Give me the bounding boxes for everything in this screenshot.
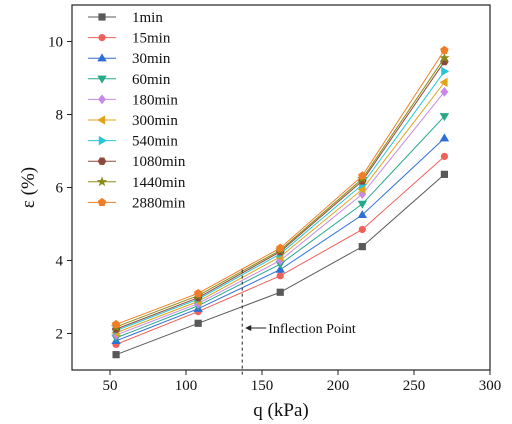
legend-label: 300min	[132, 113, 178, 129]
x-tick-label: 50	[103, 378, 118, 394]
plot-area: 50 100 150 200 250 300 2 4 6 8 10 Inflection Point 1…	[48, 4, 502, 394]
legend-label: 60min	[132, 72, 171, 88]
legend-marker	[98, 13, 106, 21]
legend-marker	[97, 115, 106, 125]
y-tick-label: 8	[56, 108, 64, 124]
legend-marker	[96, 176, 108, 187]
legend-item: 540min	[88, 134, 178, 150]
data-point	[439, 113, 450, 122]
y-tick-label: 4	[56, 254, 64, 270]
annotation-label: Inflection Point	[268, 322, 356, 337]
legend-label: 1080min	[132, 154, 186, 170]
legend-label: 180min	[132, 92, 178, 108]
series-1min	[112, 170, 448, 359]
legend: 1min 15min 30min 60min 180min 300min 540min 108…	[88, 10, 186, 211]
legend-item: 2880min	[88, 195, 186, 211]
data-point	[275, 243, 285, 252]
data-point	[357, 210, 368, 219]
data-point	[193, 288, 203, 297]
legend-marker	[97, 197, 107, 207]
legend-item: 15min	[88, 31, 171, 47]
legend-marker	[97, 75, 107, 84]
legend-item: 1080min	[88, 154, 186, 170]
annotation-arrowhead	[245, 325, 252, 331]
legend-item: 30min	[88, 51, 171, 67]
data-point	[440, 170, 448, 178]
legend-marker	[98, 135, 107, 146]
x-tick-label: 100	[175, 378, 198, 394]
data-point	[441, 66, 450, 77]
data-point	[111, 319, 121, 328]
legend-item: 180min	[88, 92, 178, 108]
legend-label: 1min	[132, 10, 163, 26]
legend-label: 540min	[132, 134, 178, 150]
legend-marker	[97, 53, 107, 62]
data-point	[112, 351, 120, 359]
data-point	[358, 171, 367, 180]
data-point	[439, 133, 450, 142]
legend-item: 1min	[88, 10, 163, 26]
data-point	[275, 264, 285, 273]
y-axis-title: ε (%)	[18, 167, 39, 208]
data-point	[439, 77, 448, 88]
y-tick-label: 2	[56, 327, 64, 343]
x-tick-label: 250	[403, 378, 426, 394]
y-tick-label: 10	[48, 35, 63, 51]
legend-item: 300min	[88, 113, 178, 129]
x-tick-label: 150	[251, 378, 274, 394]
series-2880min	[111, 45, 449, 328]
data-point	[276, 288, 284, 296]
data-point	[357, 200, 368, 209]
data-point	[439, 52, 450, 63]
legend-item: 1440min	[88, 175, 186, 191]
data-point	[276, 272, 284, 280]
legend-marker	[97, 157, 107, 165]
x-axis-title: q (kPa)	[253, 400, 308, 421]
series-30min	[111, 133, 450, 344]
data-point	[440, 45, 449, 54]
legend-label: 1440min	[132, 175, 186, 191]
legend-label: 15min	[132, 31, 171, 47]
legend-item: 60min	[88, 72, 171, 88]
legend-marker	[98, 94, 106, 105]
data-point	[440, 86, 449, 97]
legend-label: 2880min	[132, 195, 186, 211]
x-tick-label: 200	[327, 378, 350, 394]
data-point	[440, 152, 448, 161]
legend-label: 30min	[132, 51, 171, 67]
legend-marker	[98, 34, 106, 42]
data-point	[194, 319, 202, 327]
data-point	[358, 243, 366, 251]
data-point	[358, 225, 366, 234]
x-tick-label: 300	[479, 378, 502, 394]
y-tick-label: 6	[56, 181, 64, 197]
